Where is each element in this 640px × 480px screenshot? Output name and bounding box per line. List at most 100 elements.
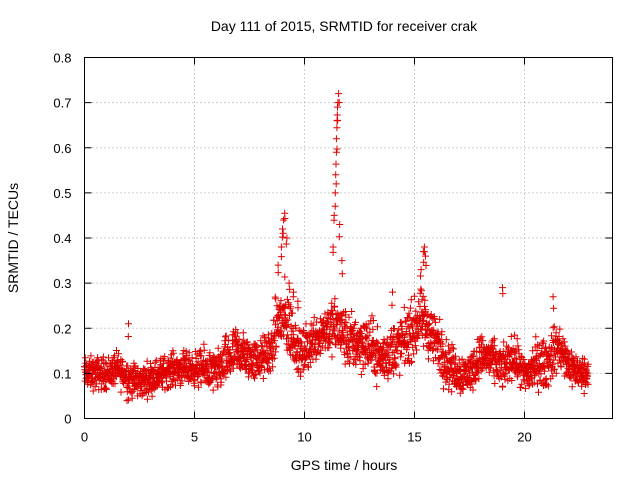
data-point [422,306,430,314]
data-point [393,347,401,355]
data-point [532,333,540,341]
data-point [225,366,233,374]
data-point [397,318,405,326]
data-point [333,124,341,132]
data-point [115,350,123,358]
data-point [277,253,285,261]
data-point [300,328,308,336]
data-point [317,346,325,354]
data-point [352,361,360,368]
data-point [440,385,447,393]
data-point [417,285,425,293]
data-point [119,358,126,366]
data-point [430,326,438,334]
data-point [390,370,398,378]
data-point [568,383,576,391]
data-point [466,369,473,377]
data-point [124,396,132,404]
data-point [101,359,109,367]
data-point [272,295,280,303]
data-point [434,346,442,354]
data-point [329,316,337,323]
data-point [209,352,217,360]
data-point [390,325,398,333]
data-point [418,287,425,295]
data-point [386,356,394,364]
data-point [332,171,340,179]
data-point [514,342,522,350]
data-point [300,362,308,370]
y-tick-label: 0.2 [53,321,71,336]
data-point [584,369,592,377]
data-point [294,304,302,312]
data-point [421,302,428,310]
data-point [266,367,274,375]
data-point [296,337,304,345]
data-point [350,355,358,363]
y-tick-label: 0.1 [53,366,71,381]
data-point [556,325,564,333]
data-point [416,319,423,327]
data-point [447,358,455,366]
data-point [580,390,588,397]
data-point [151,358,159,366]
data-point [217,378,225,386]
data-point [436,315,444,323]
data-point [501,375,509,383]
data-point [531,371,538,379]
data-point [442,336,450,344]
data-point [377,362,385,370]
data-point [308,339,315,347]
data-point [508,377,516,384]
data-point [417,325,425,333]
data-point [173,356,181,364]
data-point [186,375,194,383]
data-point [139,390,147,398]
data-point [352,318,360,326]
data-point [364,332,372,340]
data-point [369,317,377,324]
chart-title: Day 111 of 2015, SRMTID for receiver cra… [211,18,478,34]
data-point [507,333,515,340]
data-point [408,357,416,365]
data-point [194,368,202,376]
data-point [373,369,381,377]
y-tick-label: 0.3 [53,276,71,291]
data-point [374,323,381,331]
data-point [181,355,189,363]
data-point [143,395,151,403]
data-point [145,379,153,387]
data-point [473,347,481,355]
data-point [332,180,340,188]
data-point [200,340,208,348]
y-tick-label: 0 [64,412,71,427]
data-point [357,330,365,337]
data-point [342,319,350,327]
data-point [472,370,480,378]
data-point [468,364,476,372]
data-point [567,374,575,382]
data-point [412,307,420,315]
data-point [259,332,267,340]
y-tick-label: 0.7 [53,96,71,111]
data-point [415,298,423,306]
data-point [458,355,466,363]
data-point [395,332,403,340]
data-point [419,292,427,300]
data-point [578,382,586,390]
data-point [409,324,416,332]
y-tick-label: 0.4 [53,231,71,246]
x-tick-label: 10 [297,430,311,445]
data-point [274,261,282,269]
data-point [224,336,232,344]
data-point [331,202,339,210]
data-point [334,309,342,317]
data-point [450,345,457,353]
data-point [338,257,346,265]
data-point [468,380,476,388]
data-point [540,337,548,345]
data-point [280,216,288,224]
data-point [423,312,431,320]
data-point [329,307,337,315]
data-point [388,301,396,309]
